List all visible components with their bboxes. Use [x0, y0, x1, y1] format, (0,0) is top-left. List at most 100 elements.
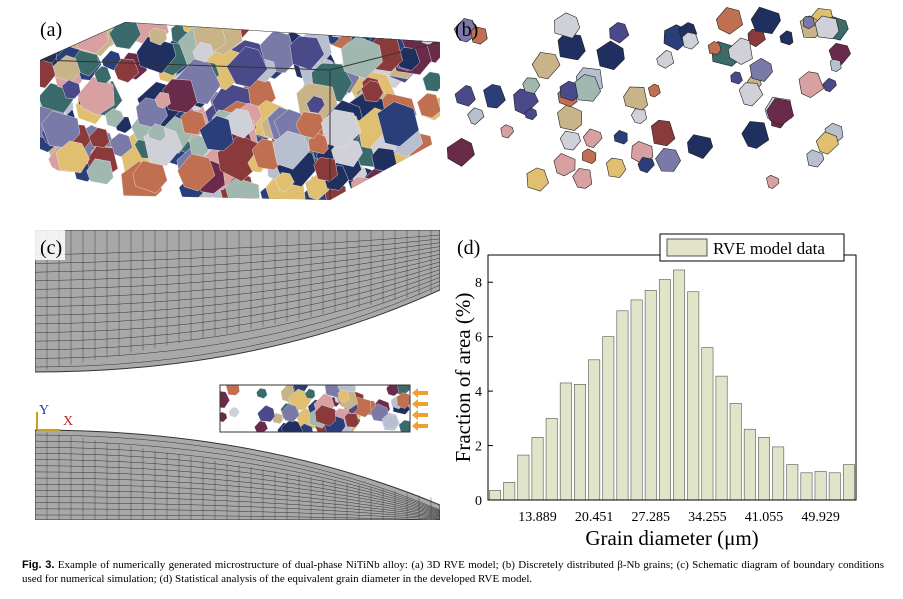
grain — [351, 176, 376, 200]
grain — [93, 65, 112, 84]
grain — [154, 91, 171, 109]
nb-grain — [806, 149, 825, 168]
nb-grain — [453, 18, 478, 43]
inset-grain — [369, 403, 389, 422]
grain — [105, 108, 124, 128]
inset-grain — [281, 419, 303, 432]
grain — [383, 179, 414, 200]
y-tick-label: 0 — [475, 494, 482, 509]
inset-grain — [396, 392, 410, 409]
nb-grain — [531, 52, 561, 80]
nb-grain — [559, 130, 581, 151]
upper-mesh — [35, 230, 440, 373]
bar — [715, 375, 728, 501]
nb-grain — [596, 40, 625, 71]
panel-label: (c) — [40, 237, 62, 259]
axis-x: X — [63, 414, 73, 429]
grain — [393, 158, 440, 200]
bar — [517, 454, 530, 501]
inset-grain — [228, 406, 240, 418]
x-tick-label: 13.889 — [518, 510, 557, 525]
inset-grain — [256, 388, 268, 399]
nb-grain — [470, 26, 488, 45]
nb-grain — [630, 108, 648, 124]
inset-rve — [220, 385, 410, 432]
legend-swatch — [666, 238, 708, 257]
bar — [701, 347, 714, 501]
bar — [531, 437, 544, 501]
bar — [729, 403, 742, 501]
bar — [673, 269, 686, 501]
nb-grain — [637, 156, 655, 174]
nb-grain — [766, 98, 794, 126]
nb-grain — [822, 77, 837, 93]
grain — [340, 35, 383, 80]
nb-grain — [707, 41, 722, 55]
nb-grain — [655, 147, 681, 172]
inset-frame — [219, 384, 411, 433]
nb-grain — [681, 31, 699, 50]
inset-grain — [398, 419, 410, 432]
grain — [371, 147, 398, 173]
caption-label: Fig. 3. — [22, 559, 55, 571]
bar — [800, 472, 813, 501]
grain — [416, 92, 440, 119]
nb-grain — [500, 124, 514, 139]
nb-grain — [572, 168, 593, 189]
bar — [687, 291, 700, 501]
bar — [786, 464, 799, 501]
grain — [295, 111, 325, 139]
grain — [404, 166, 440, 200]
grain — [315, 22, 343, 34]
panel-label: (b) — [455, 19, 478, 41]
mesh-arc — [35, 434, 440, 511]
grain — [345, 185, 381, 200]
x-tick-label: 49.929 — [801, 510, 840, 525]
grain — [320, 109, 361, 149]
nb-grain — [467, 107, 485, 125]
nb-grain — [650, 119, 676, 147]
grain — [272, 130, 311, 170]
nb-grain — [454, 85, 476, 107]
grain — [392, 185, 429, 200]
bar — [743, 428, 756, 501]
inset-grain — [281, 404, 300, 422]
nb-grain — [582, 128, 603, 148]
inset-grain — [344, 413, 360, 428]
grain — [377, 101, 420, 147]
bar — [758, 437, 770, 501]
grain — [113, 58, 140, 83]
grain — [61, 79, 81, 99]
bar — [828, 472, 841, 501]
grain — [109, 132, 133, 157]
load-arrows — [412, 388, 428, 431]
bar — [588, 359, 601, 501]
x-tick-label: 27.285 — [632, 510, 671, 525]
grain — [406, 150, 440, 186]
inset-grain — [314, 404, 336, 427]
y-tick-label: 6 — [475, 331, 482, 346]
figure: Y X (a) (b) (c) (d) 13.889 20.451 27.285 34… — [35, 6, 857, 550]
caption-text: Example of numerically generated microst… — [22, 559, 884, 585]
nb-grain — [553, 153, 576, 177]
nb-grain — [779, 30, 794, 46]
nb-grain — [581, 148, 597, 164]
nb-grain — [730, 71, 743, 85]
bar — [545, 418, 558, 501]
inset-grain — [220, 391, 230, 409]
nb-grain — [715, 7, 744, 35]
nb-grain — [798, 71, 824, 99]
bar — [559, 382, 572, 501]
grain — [359, 179, 376, 198]
nb-grain — [522, 77, 541, 94]
nb-grain — [613, 129, 628, 145]
grain — [399, 159, 419, 180]
bar — [503, 482, 516, 501]
axis-y: Y — [39, 403, 49, 418]
grain — [199, 115, 234, 152]
nb-grain — [557, 33, 586, 61]
nb-grain — [814, 15, 840, 40]
grain — [289, 35, 325, 71]
nb-grain — [656, 50, 675, 69]
